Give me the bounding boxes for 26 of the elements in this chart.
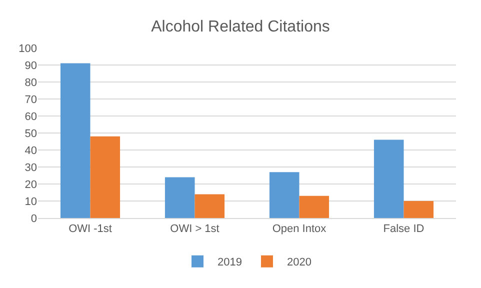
- y-tick-label: 20: [24, 178, 37, 191]
- x-tick-label: False ID: [383, 223, 424, 236]
- y-tick-label: 0: [30, 212, 37, 225]
- x-tick-label: OWI > 1st: [170, 223, 220, 236]
- x-tick-label: OWI -1st: [68, 223, 112, 236]
- bar: [164, 177, 195, 218]
- y-tick-label: 80: [24, 76, 37, 89]
- bar: [90, 136, 120, 218]
- bar: [374, 140, 404, 218]
- chart-title: Alcohol Related Citations: [151, 18, 330, 36]
- y-tick-label: 40: [24, 144, 37, 157]
- y-tick-label: 50: [24, 128, 37, 140]
- y-tick-label: 30: [24, 162, 37, 174]
- legend-label: 2019: [218, 256, 242, 269]
- y-tick-label: 100: [18, 42, 37, 55]
- legend-label: 2020: [286, 256, 312, 269]
- y-tick-label: 70: [24, 94, 37, 106]
- bar: [269, 172, 300, 218]
- y-tick-label: 90: [24, 60, 37, 72]
- bar: [60, 63, 90, 218]
- bar: [299, 196, 330, 218]
- x-tick-label: Open Intox: [272, 223, 327, 236]
- bar: [194, 194, 225, 218]
- y-tick-label: 60: [24, 110, 37, 123]
- y-tick-label: 10: [24, 196, 37, 208]
- bar: [404, 201, 434, 218]
